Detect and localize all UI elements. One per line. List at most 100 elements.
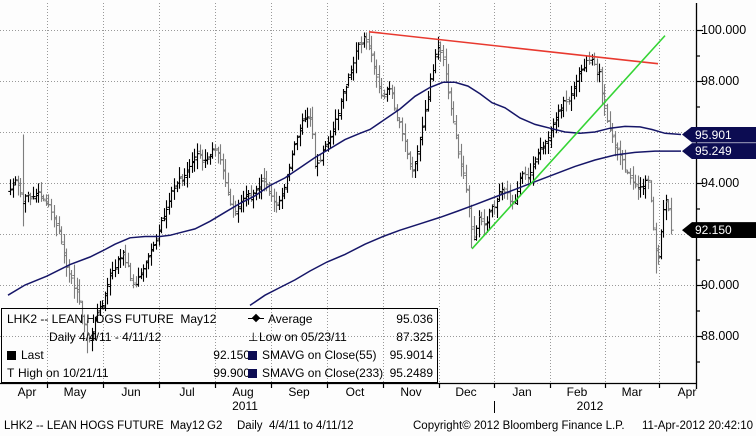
ohlc-bar	[177, 167, 182, 189]
sma233-swatch-icon	[248, 369, 257, 378]
y-axis-label: 88.000	[701, 329, 740, 343]
ohlc-bar	[59, 226, 64, 245]
ohlc-bar	[610, 123, 615, 143]
ohlc-bar	[666, 200, 671, 212]
ohlc-bar	[359, 36, 364, 54]
ohlc-bar	[587, 51, 592, 65]
ohlc-bar	[28, 192, 33, 206]
ohlc-bar	[628, 168, 633, 185]
legend-low: ⊥Low on 05/23/11	[248, 330, 347, 344]
ohlc-bar	[195, 143, 200, 170]
high-marker-icon: T	[7, 366, 15, 380]
x-month-label: Nov	[400, 385, 422, 399]
ohlc-bar	[141, 264, 146, 282]
ohlc-bar	[520, 171, 525, 184]
x-year-label: 2011	[232, 399, 258, 413]
ohlc-bar	[556, 104, 561, 128]
footer-instrument: LHK2 -- LEAN HOGS FUTURE May12	[4, 420, 205, 432]
ohlc-bar	[136, 267, 141, 287]
ohlc-bar	[564, 90, 569, 112]
y-axis-label: 90.000	[701, 278, 740, 292]
ohlc-bar	[192, 148, 197, 172]
ohlc-bar	[146, 253, 151, 270]
ohlc-bar	[13, 176, 18, 186]
ohlc-bar	[369, 35, 374, 63]
ohlc-bar	[69, 270, 74, 284]
ohlc-bar	[420, 116, 425, 146]
ohlc-bar	[379, 78, 384, 99]
ohlc-bar	[479, 211, 484, 226]
ohlc-bar	[300, 113, 305, 135]
ohlc-bar	[464, 164, 469, 193]
ohlc-bar	[205, 152, 210, 165]
ohlc-bar	[602, 84, 607, 116]
ohlc-bar	[523, 166, 528, 180]
ohlc-bar	[456, 134, 461, 159]
ohlc-bar	[546, 131, 551, 154]
ohlc-bar	[528, 163, 533, 185]
legend-box: LHK2 -- LEAN HOGS FUTURE May12 Daily 4/4…	[1, 308, 438, 383]
year-separator	[494, 401, 495, 413]
ohlc-bar	[328, 130, 333, 149]
x-month-label: Apr	[17, 385, 37, 399]
ohlc-bar	[274, 191, 279, 213]
ohlc-bar	[482, 209, 487, 236]
ohlc-bar	[159, 217, 164, 234]
ohlc-bar	[664, 194, 669, 221]
x-month-label: Oct	[345, 385, 365, 399]
ohlc-bar	[495, 197, 500, 218]
ohlc-bar	[128, 262, 133, 282]
ohlc-bar	[669, 197, 674, 235]
ohlc-bar	[64, 248, 69, 277]
ohlc-bar	[469, 204, 474, 248]
ohlc-bar	[605, 103, 610, 123]
ohlc-bar	[77, 279, 82, 305]
x-month-label: Dec	[455, 385, 477, 399]
ohlc-bar	[492, 200, 497, 215]
sma55-line	[7, 81, 682, 296]
ohlc-bar	[282, 184, 287, 200]
ohlc-bar	[415, 145, 420, 172]
ohlc-bar	[441, 45, 446, 67]
ohlc-bar	[151, 241, 156, 252]
x-month-label: Mar	[621, 385, 643, 399]
ohlc-bar	[538, 137, 543, 161]
x-month-label: Jan	[512, 385, 532, 399]
x-month-label: Apr	[677, 385, 697, 399]
ohlc-bar	[118, 249, 123, 268]
legend-average-value: 95.036	[396, 312, 433, 326]
legend-high: T High on 10/21/11	[7, 366, 109, 380]
price-badge: 95.249	[682, 143, 756, 160]
ohlc-bar	[344, 85, 349, 102]
x-month-label: May	[63, 385, 87, 399]
ohlc-bar	[615, 142, 620, 161]
ohlc-bar	[392, 86, 397, 111]
ohlc-bar	[318, 154, 323, 163]
ohlc-bar	[400, 117, 405, 142]
ohlc-bar	[356, 42, 361, 60]
ohlc-bar	[323, 141, 328, 152]
ohlc-bar	[21, 134, 26, 227]
ohlc-bar	[295, 135, 300, 151]
ohlc-bar	[8, 179, 13, 196]
ohlc-bar	[423, 100, 428, 131]
x-year-label: 2012	[576, 399, 604, 413]
ohlc-bar	[656, 244, 661, 265]
ohlc-bar	[100, 300, 105, 310]
ohlc-bar	[497, 183, 502, 201]
ohlc-bar	[41, 194, 46, 202]
x-month-label: Jul	[179, 385, 195, 399]
ohlc-bar	[374, 59, 379, 88]
trendline-red	[368, 31, 659, 65]
x-month-label: Feb	[566, 385, 588, 399]
footer-range: Daily 4/4/11 to 4/11/12	[237, 420, 354, 432]
ohlc-bar	[315, 154, 320, 177]
legend-sma233: SMAVG on Close(233)	[248, 364, 383, 382]
ohlc-bar	[182, 168, 187, 186]
trendline-green	[471, 35, 666, 250]
legend-sma233-value: 95.2489	[389, 366, 433, 380]
ohlc-bar	[246, 190, 251, 205]
ohlc-bar	[164, 200, 169, 229]
